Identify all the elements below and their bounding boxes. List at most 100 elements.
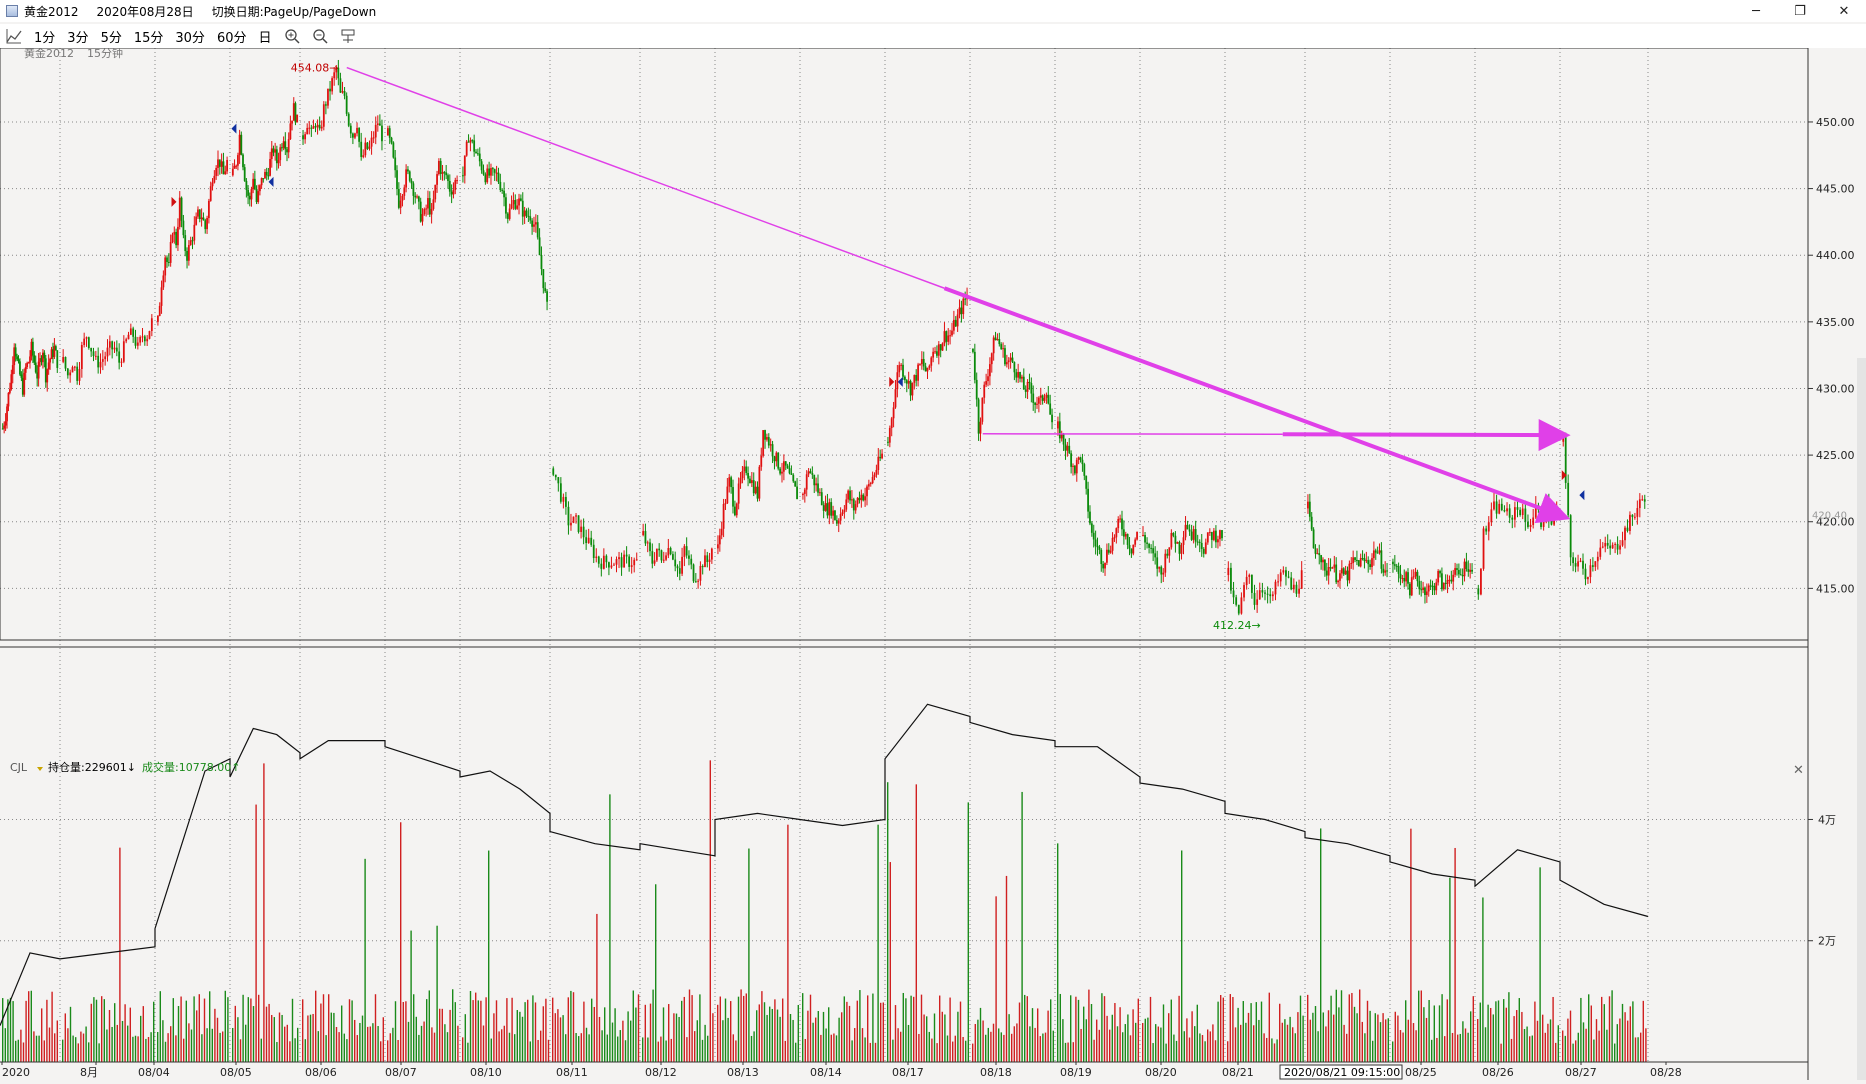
volume-bar [1302,1015,1304,1062]
candle-body [1092,532,1095,540]
volume-bar [1598,1030,1600,1062]
candle-body [1418,581,1421,590]
candle-body [658,548,661,551]
volume-bar [1601,996,1603,1062]
candle-body [1011,357,1014,363]
volume-bar [1327,1010,1330,1062]
volume-bar [1385,1019,1387,1062]
volume-bar [15,1040,17,1062]
volume-bar [1268,992,1270,1062]
candle-body [24,366,27,373]
candle-body [497,172,500,182]
candle-body [1036,403,1038,405]
candle-body [495,172,498,174]
candle-body [94,355,97,357]
candle-body [339,78,342,93]
candle-body [917,364,919,381]
crosshair-tool-icon[interactable] [340,28,356,44]
candle-body [595,556,598,559]
candle-body [1320,555,1323,563]
candle-body [922,359,925,367]
candle-body [1022,376,1025,390]
zoom-in-icon[interactable] [284,28,300,44]
volume-bar [1606,1029,1608,1062]
period-3min-button[interactable]: 3分 [67,30,89,46]
candle-body [1316,553,1319,555]
volume-bar [830,1034,832,1062]
candle-body [184,235,187,251]
x-tick-label: 8月 [80,1066,98,1079]
volume-bar [297,1027,299,1062]
volume-bar [1490,1007,1492,1062]
candle-body [1386,570,1388,572]
volume-bar [211,1028,213,1062]
candle-body [773,456,776,462]
candle-body [1636,508,1639,517]
zoom-out-icon[interactable] [312,28,328,44]
volume-bar [490,1038,492,1062]
period-15min-button[interactable]: 15分 [133,30,164,46]
candle-body [902,364,904,377]
volume-bar [1034,1027,1036,1062]
candle-body [1215,530,1217,543]
volume-bar [508,1032,511,1062]
line-chart-icon[interactable] [6,28,22,44]
volume-bar [668,1004,670,1062]
volume-bar [1624,1012,1626,1062]
volume-bar [46,999,48,1062]
candle-body [1049,403,1052,415]
candle-body [322,104,325,127]
volume-bar [1433,1005,1435,1062]
volume-bar [328,994,330,1062]
candle-body [1333,564,1336,568]
volume-bar [712,1013,714,1062]
indicator-close-icon[interactable]: ✕ [1793,763,1804,778]
x-tick-label: 08/19 [1060,1066,1092,1079]
candle-body [456,180,458,182]
volume-bar [524,1002,526,1062]
volume-bar [841,1012,843,1062]
candle-body [1081,459,1084,465]
candle-body [1511,517,1514,520]
candle-body [335,67,338,73]
volume-bar [1464,1028,1467,1062]
volume-bar [1325,1026,1327,1062]
volume-bar [206,1028,208,1062]
candle-body [106,347,109,357]
candle-body [1243,585,1245,598]
volume-bar [134,1035,137,1062]
candle-body [11,365,14,375]
candle-body [1322,559,1324,563]
candle-body [42,352,44,363]
volume-bar [1127,1014,1129,1062]
period-5min-button[interactable]: 5分 [100,30,122,46]
minimize-button[interactable]: ─ [1752,3,1760,19]
candle-body [766,437,768,440]
candle-body [860,494,863,501]
indicator-dropdown-icon[interactable] [37,767,43,771]
period-1min-button[interactable]: 1分 [34,30,56,46]
period-60min-button[interactable]: 60分 [216,30,247,46]
volume-bar [382,1017,384,1062]
volume-bar [1147,1017,1149,1062]
period-day-button[interactable]: 日 [258,30,272,46]
restore-button[interactable]: ❐ [1794,3,1806,19]
period-30min-button[interactable]: 30分 [175,30,205,46]
price-tick-label: 435.00 [1816,316,1855,329]
volume-bar [1194,1026,1196,1062]
close-button[interactable]: ✕ [1838,3,1850,19]
right-scrollbar[interactable] [1857,358,1866,1084]
volume-bar [567,997,569,1062]
candle-body [1073,465,1076,474]
candle-body [445,172,448,176]
candle-body [1310,516,1313,530]
candle-body [892,407,895,419]
candle-body [92,351,95,357]
candle-body [952,319,955,331]
volume-bar [1412,1023,1415,1062]
volume-bar [887,782,889,1062]
candle-body [1292,584,1295,590]
volume-bar [1451,1032,1454,1062]
candle-body [790,473,793,475]
volume-bar [833,1033,835,1062]
